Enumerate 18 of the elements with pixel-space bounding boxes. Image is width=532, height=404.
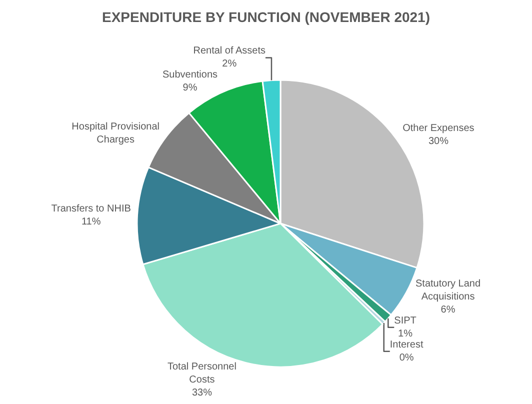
slice-label: Statutory Land Acquisitions <box>416 278 481 302</box>
slice-label: Total Personnel Costs <box>168 362 236 386</box>
slice-label: Transfers to NHIB <box>51 203 132 214</box>
data-label: 33% <box>192 388 212 399</box>
slice-label: Interest <box>390 339 424 350</box>
slice-label: SIPT <box>394 315 416 326</box>
chart-title: EXPENDITURE BY FUNCTION (NOVEMBER 2021) <box>102 8 430 25</box>
slice-label: Rental of Assets <box>193 46 266 57</box>
slice-label: Other Expenses <box>402 123 474 134</box>
data-label: 9% <box>182 82 198 94</box>
data-label: 0% <box>399 352 414 364</box>
slice-label: Subventions <box>162 70 218 81</box>
data-label: 6% <box>440 304 456 316</box>
data-label: 30% <box>428 136 449 148</box>
data-label: 1% <box>398 328 413 340</box>
data-label: 2% <box>222 58 237 70</box>
data-label: 11% <box>81 216 101 228</box>
slice-label: Hospital Provisional Charges <box>72 121 160 146</box>
